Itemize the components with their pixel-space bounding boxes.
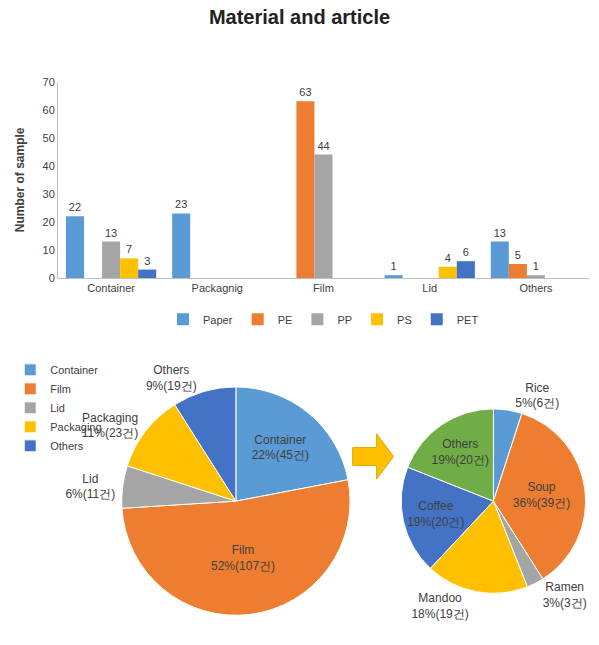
svg-text:13: 13 xyxy=(105,227,117,239)
html-text:Packaging: Packaging xyxy=(82,410,139,425)
svg-text:63: 63 xyxy=(299,86,311,98)
svg-text:Film: Film xyxy=(50,383,71,395)
svg-text:PS: PS xyxy=(397,314,412,326)
svg-text:Film52%(107건): Film52%(107건) xyxy=(211,543,275,573)
svg-text:PP: PP xyxy=(337,314,352,326)
svg-text:Coffee19%(20건): Coffee19%(20건) xyxy=(407,499,464,529)
svg-text:50: 50 xyxy=(43,132,55,144)
svg-text:Paper: Paper xyxy=(203,314,233,326)
svg-text:6: 6 xyxy=(463,246,469,258)
svg-text:5: 5 xyxy=(515,249,521,261)
svg-text:0: 0 xyxy=(49,272,55,284)
svg-text:Others: Others xyxy=(519,282,553,294)
svg-text:Others9%(19건): Others9%(19건) xyxy=(146,363,197,393)
svg-text:23: 23 xyxy=(175,198,187,210)
svg-text:Mandoo18%(19건): Mandoo18%(19건) xyxy=(411,591,468,621)
svg-text:Material and article: Material and article xyxy=(209,6,390,28)
svg-text:3: 3 xyxy=(144,255,150,267)
svg-text:40: 40 xyxy=(43,160,55,172)
svg-text:70: 70 xyxy=(43,76,55,88)
svg-text:Packagnig: Packagnig xyxy=(192,282,243,294)
svg-text:20: 20 xyxy=(43,216,55,228)
svg-text:Container: Container xyxy=(50,364,98,376)
svg-text:Film: Film xyxy=(313,282,334,294)
svg-text:13: 13 xyxy=(494,227,506,239)
svg-text:Rice5%(6건): Rice5%(6건) xyxy=(515,381,559,411)
svg-text:1: 1 xyxy=(533,260,539,272)
svg-text:Others: Others xyxy=(50,440,84,452)
svg-text:7: 7 xyxy=(126,243,132,255)
svg-text:Ramen3%(3건): Ramen3%(3건) xyxy=(543,580,587,610)
svg-text:44: 44 xyxy=(317,140,329,152)
svg-text:Lid: Lid xyxy=(422,282,437,294)
svg-text:1: 1 xyxy=(391,260,397,272)
svg-text:Packaging: Packaging xyxy=(50,421,101,433)
svg-text:Lid: Lid xyxy=(50,402,65,414)
svg-text:Container: Container xyxy=(87,282,135,294)
svg-text:Number of sample: Number of sample xyxy=(13,127,27,232)
svg-text:30: 30 xyxy=(43,188,55,200)
svg-text:22: 22 xyxy=(69,201,81,213)
svg-text:PE: PE xyxy=(278,314,293,326)
svg-text:PET: PET xyxy=(457,314,479,326)
svg-text:60: 60 xyxy=(43,104,55,116)
svg-text:4: 4 xyxy=(445,252,451,264)
svg-text:Lid6%(11건): Lid6%(11건) xyxy=(65,472,115,502)
html-text:11%(23건): 11%(23건) xyxy=(81,426,139,441)
svg-text:Soup36%(39건): Soup36%(39건) xyxy=(513,480,570,510)
svg-text:Container22%(45건): Container22%(45건) xyxy=(252,433,309,463)
svg-text:10: 10 xyxy=(43,244,55,256)
svg-text:Others19%(20건): Others19%(20건) xyxy=(432,437,489,467)
